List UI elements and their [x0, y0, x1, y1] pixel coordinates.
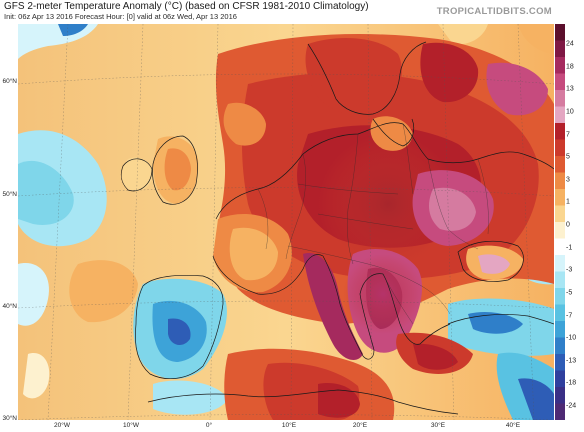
colorbar	[555, 24, 565, 420]
colorbar-swatch	[555, 73, 565, 91]
colorbar-swatch	[555, 255, 565, 272]
colorbar-swatch	[555, 172, 565, 190]
colorbar-swatch	[555, 370, 565, 388]
lon-label-20w: 20°W	[54, 422, 70, 429]
map-title: GFS 2-meter Temperature Anomaly (°C) (ba…	[4, 1, 369, 12]
colorbar-tick-label: -7	[566, 312, 573, 319]
lon-label-40e: 40°E	[505, 422, 521, 429]
warm-anomaly-regions	[69, 34, 554, 420]
forecast-info: Init: 06z Apr 13 2016 Forecast Hour: [0]…	[4, 12, 237, 21]
colorbar-swatch	[555, 24, 565, 41]
lon-label-20e: 20°E	[352, 422, 368, 429]
lat-label-40n: 40°N	[2, 303, 17, 310]
colorbar-tick-label: 13	[566, 85, 574, 93]
lon-label-0: 0°	[205, 422, 213, 429]
cool-anomaly-patches	[18, 24, 554, 420]
colorbar-swatch	[555, 321, 565, 338]
colorbar-swatch	[555, 205, 565, 223]
colorbar-tick-label: 7	[566, 131, 570, 138]
graticule	[18, 24, 554, 420]
lon-label-30e: 30°E	[430, 422, 446, 429]
colorbar-tick-label: -1	[566, 244, 573, 252]
colorbar-tick-label: 1	[566, 198, 570, 206]
colorbar-swatch	[555, 222, 565, 239]
colorbar-tick-label: 24	[566, 40, 574, 48]
brand-logo: TROPICALTIDBITS.COM	[436, 6, 552, 17]
lat-label-60n: 60°N	[2, 78, 17, 85]
colorbar-swatch	[555, 304, 565, 322]
lat-label-50n: 50°N	[2, 191, 17, 198]
colorbar-tick-label: -13	[566, 357, 577, 365]
lon-label-10w: 10°W	[123, 422, 139, 429]
colorbar-swatch	[555, 189, 565, 206]
colorbar-swatch	[555, 337, 565, 355]
colorbar-swatch	[555, 271, 565, 289]
colorbar-tick-label: 0	[566, 221, 570, 229]
colorbar-tick-label: 18	[566, 63, 574, 71]
colorbar-tick-label: -3	[566, 266, 573, 274]
colorbar-tick-label: -24	[566, 402, 577, 410]
colorbar-tick-label: -18	[566, 379, 577, 387]
colorbar-swatch	[555, 387, 565, 404]
colorbar-swatch	[555, 90, 565, 107]
colorbar-swatch	[555, 238, 565, 256]
country-borders	[257, 123, 489, 325]
lon-label-10e: 10°E	[281, 422, 297, 429]
colorbar-swatch	[555, 57, 565, 74]
colorbar-swatch	[555, 139, 565, 157]
colorbar-swatch	[555, 156, 565, 173]
colorbar-swatch	[555, 354, 565, 371]
lat-label-30n: 30°N	[2, 415, 17, 422]
colorbar-tick-label: -10	[566, 334, 577, 342]
colorbar-tick-label: 10	[566, 108, 574, 116]
colorbar-tick-label: 3	[566, 176, 570, 184]
colorbar-swatch	[555, 40, 565, 58]
colorbar-tick-label: -5	[566, 289, 573, 297]
colorbar-swatch	[555, 403, 565, 420]
colorbar-tick-label: 5	[566, 153, 570, 161]
colorbar-swatch	[555, 106, 565, 124]
header: GFS 2-meter Temperature Anomaly (°C) (ba…	[0, 0, 584, 24]
colorbar-swatch	[555, 123, 565, 140]
colorbar-swatch	[555, 288, 565, 305]
anomaly-map	[18, 24, 554, 420]
